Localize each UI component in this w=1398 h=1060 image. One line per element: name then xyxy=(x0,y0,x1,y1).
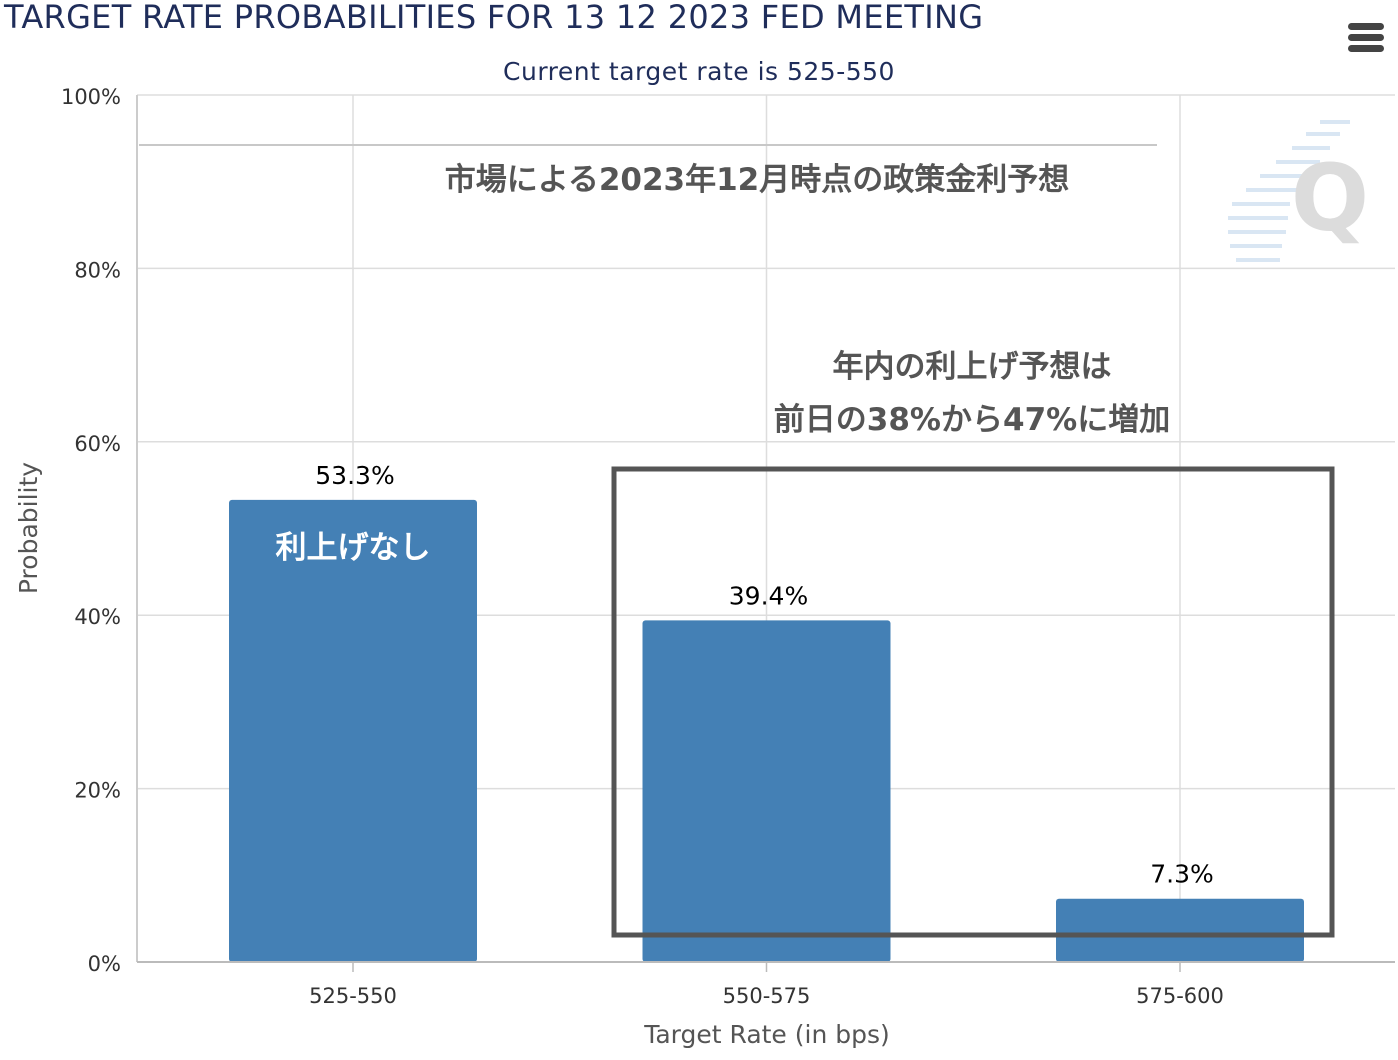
y-tick-label: 20% xyxy=(74,779,121,803)
watermark-stripe xyxy=(1292,146,1330,150)
y-tick-label: 40% xyxy=(74,605,121,629)
y-axis-title: Probability xyxy=(14,462,43,594)
chart-title: TARGET RATE PROBABILITIES FOR 13 12 2023… xyxy=(4,0,984,36)
bar-550-575 xyxy=(642,620,891,962)
hamburger-menu-icon[interactable] xyxy=(1344,20,1388,56)
bar-575-600 xyxy=(1056,898,1304,962)
watermark-stripe xyxy=(1306,132,1340,136)
watermark-stripe xyxy=(1246,188,1300,192)
annotation-box-text-1: 年内の利上げ予想は xyxy=(833,349,1112,385)
highlight-box xyxy=(611,466,1335,938)
bar-525-550 xyxy=(229,499,477,962)
watermark-stripe xyxy=(1230,244,1282,248)
x-tick-label: 525-550 xyxy=(309,984,397,1008)
watermark-stripe xyxy=(1228,230,1286,234)
annotation-header: 市場による2023年12月時点の政策金利予想 xyxy=(445,162,1070,198)
chart-subtitle: Current target rate is 525-550 xyxy=(503,57,895,86)
watermark-stripe xyxy=(1228,216,1288,220)
y-tick-label: 60% xyxy=(74,432,121,456)
y-tick-label: 0% xyxy=(88,952,121,976)
q-logo-icon: Q xyxy=(1228,120,1369,262)
bar-inner-label: 利上げなし xyxy=(276,530,431,566)
watermark-stripe xyxy=(1276,160,1320,164)
data-label: 7.3% xyxy=(1150,860,1214,889)
x-tick-label: 550-575 xyxy=(723,984,811,1008)
y-tick-label: 80% xyxy=(74,258,121,282)
watermark-stripe xyxy=(1232,202,1290,206)
watermark-letter: Q xyxy=(1291,145,1369,252)
x-tick-label: 575-600 xyxy=(1136,984,1224,1008)
watermark-stripe xyxy=(1320,120,1350,124)
data-label: 53.3% xyxy=(315,461,394,490)
x-axis-title: Target Rate (in bps) xyxy=(643,1020,890,1049)
y-tick-label: 100% xyxy=(61,85,121,109)
watermark-stripe xyxy=(1236,258,1280,262)
data-label: 39.4% xyxy=(729,581,808,610)
watermark-stripe xyxy=(1260,174,1310,178)
annotation-box-text-2: 前日の38%から47%に増加 xyxy=(774,402,1170,438)
